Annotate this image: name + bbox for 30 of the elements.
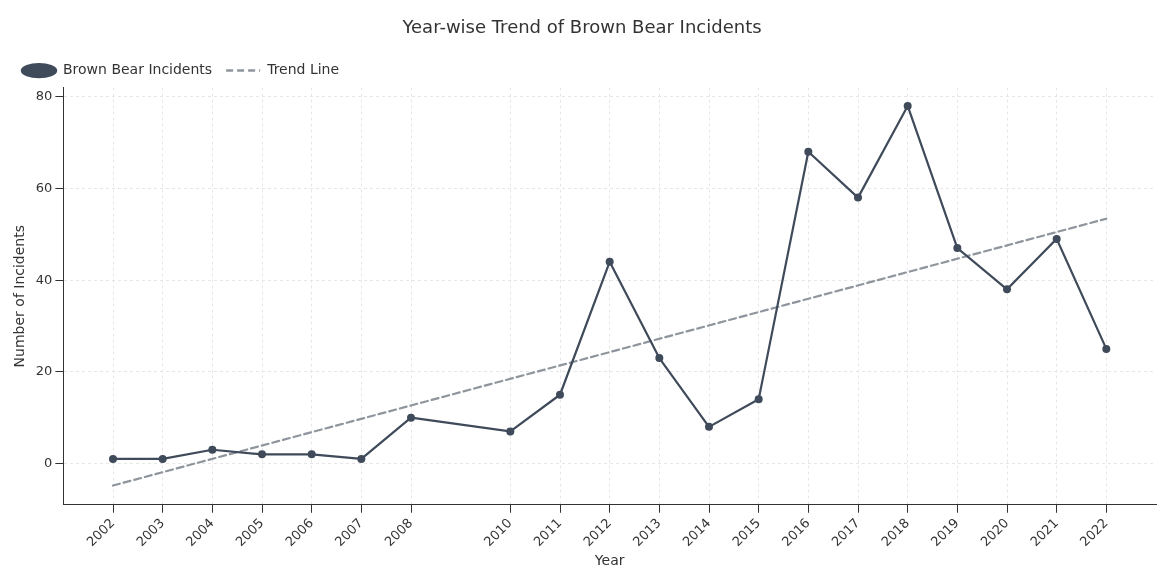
point <box>357 454 366 463</box>
x-axis-title: Year <box>593 552 625 569</box>
point <box>407 413 416 422</box>
point <box>158 454 167 463</box>
legend-label: Trend Line <box>266 61 340 78</box>
y-tick-label: 80 <box>35 88 53 104</box>
point <box>1003 285 1011 294</box>
point <box>754 395 763 404</box>
point <box>804 147 813 156</box>
point <box>258 450 267 459</box>
point <box>556 390 565 399</box>
point <box>506 427 515 436</box>
chart-title: Year-wise Trend of Brown Bear Incidents <box>401 16 762 38</box>
point <box>854 193 862 202</box>
point <box>1052 234 1061 243</box>
y-tick-label: 40 <box>35 271 53 287</box>
y-tick-label: 20 <box>35 363 53 379</box>
y-tick-label: 0 <box>44 454 53 470</box>
point <box>208 445 217 454</box>
point <box>953 244 962 253</box>
point <box>705 422 713 431</box>
legend-label: Brown Bear Incidents <box>63 61 213 78</box>
point <box>655 354 664 363</box>
point <box>1102 344 1111 353</box>
point <box>903 101 912 110</box>
point <box>307 450 316 459</box>
y-axis-title: Number of Incidents <box>11 224 28 368</box>
point <box>109 454 118 463</box>
point <box>605 257 614 266</box>
y-tick-label: 60 <box>35 179 53 195</box>
